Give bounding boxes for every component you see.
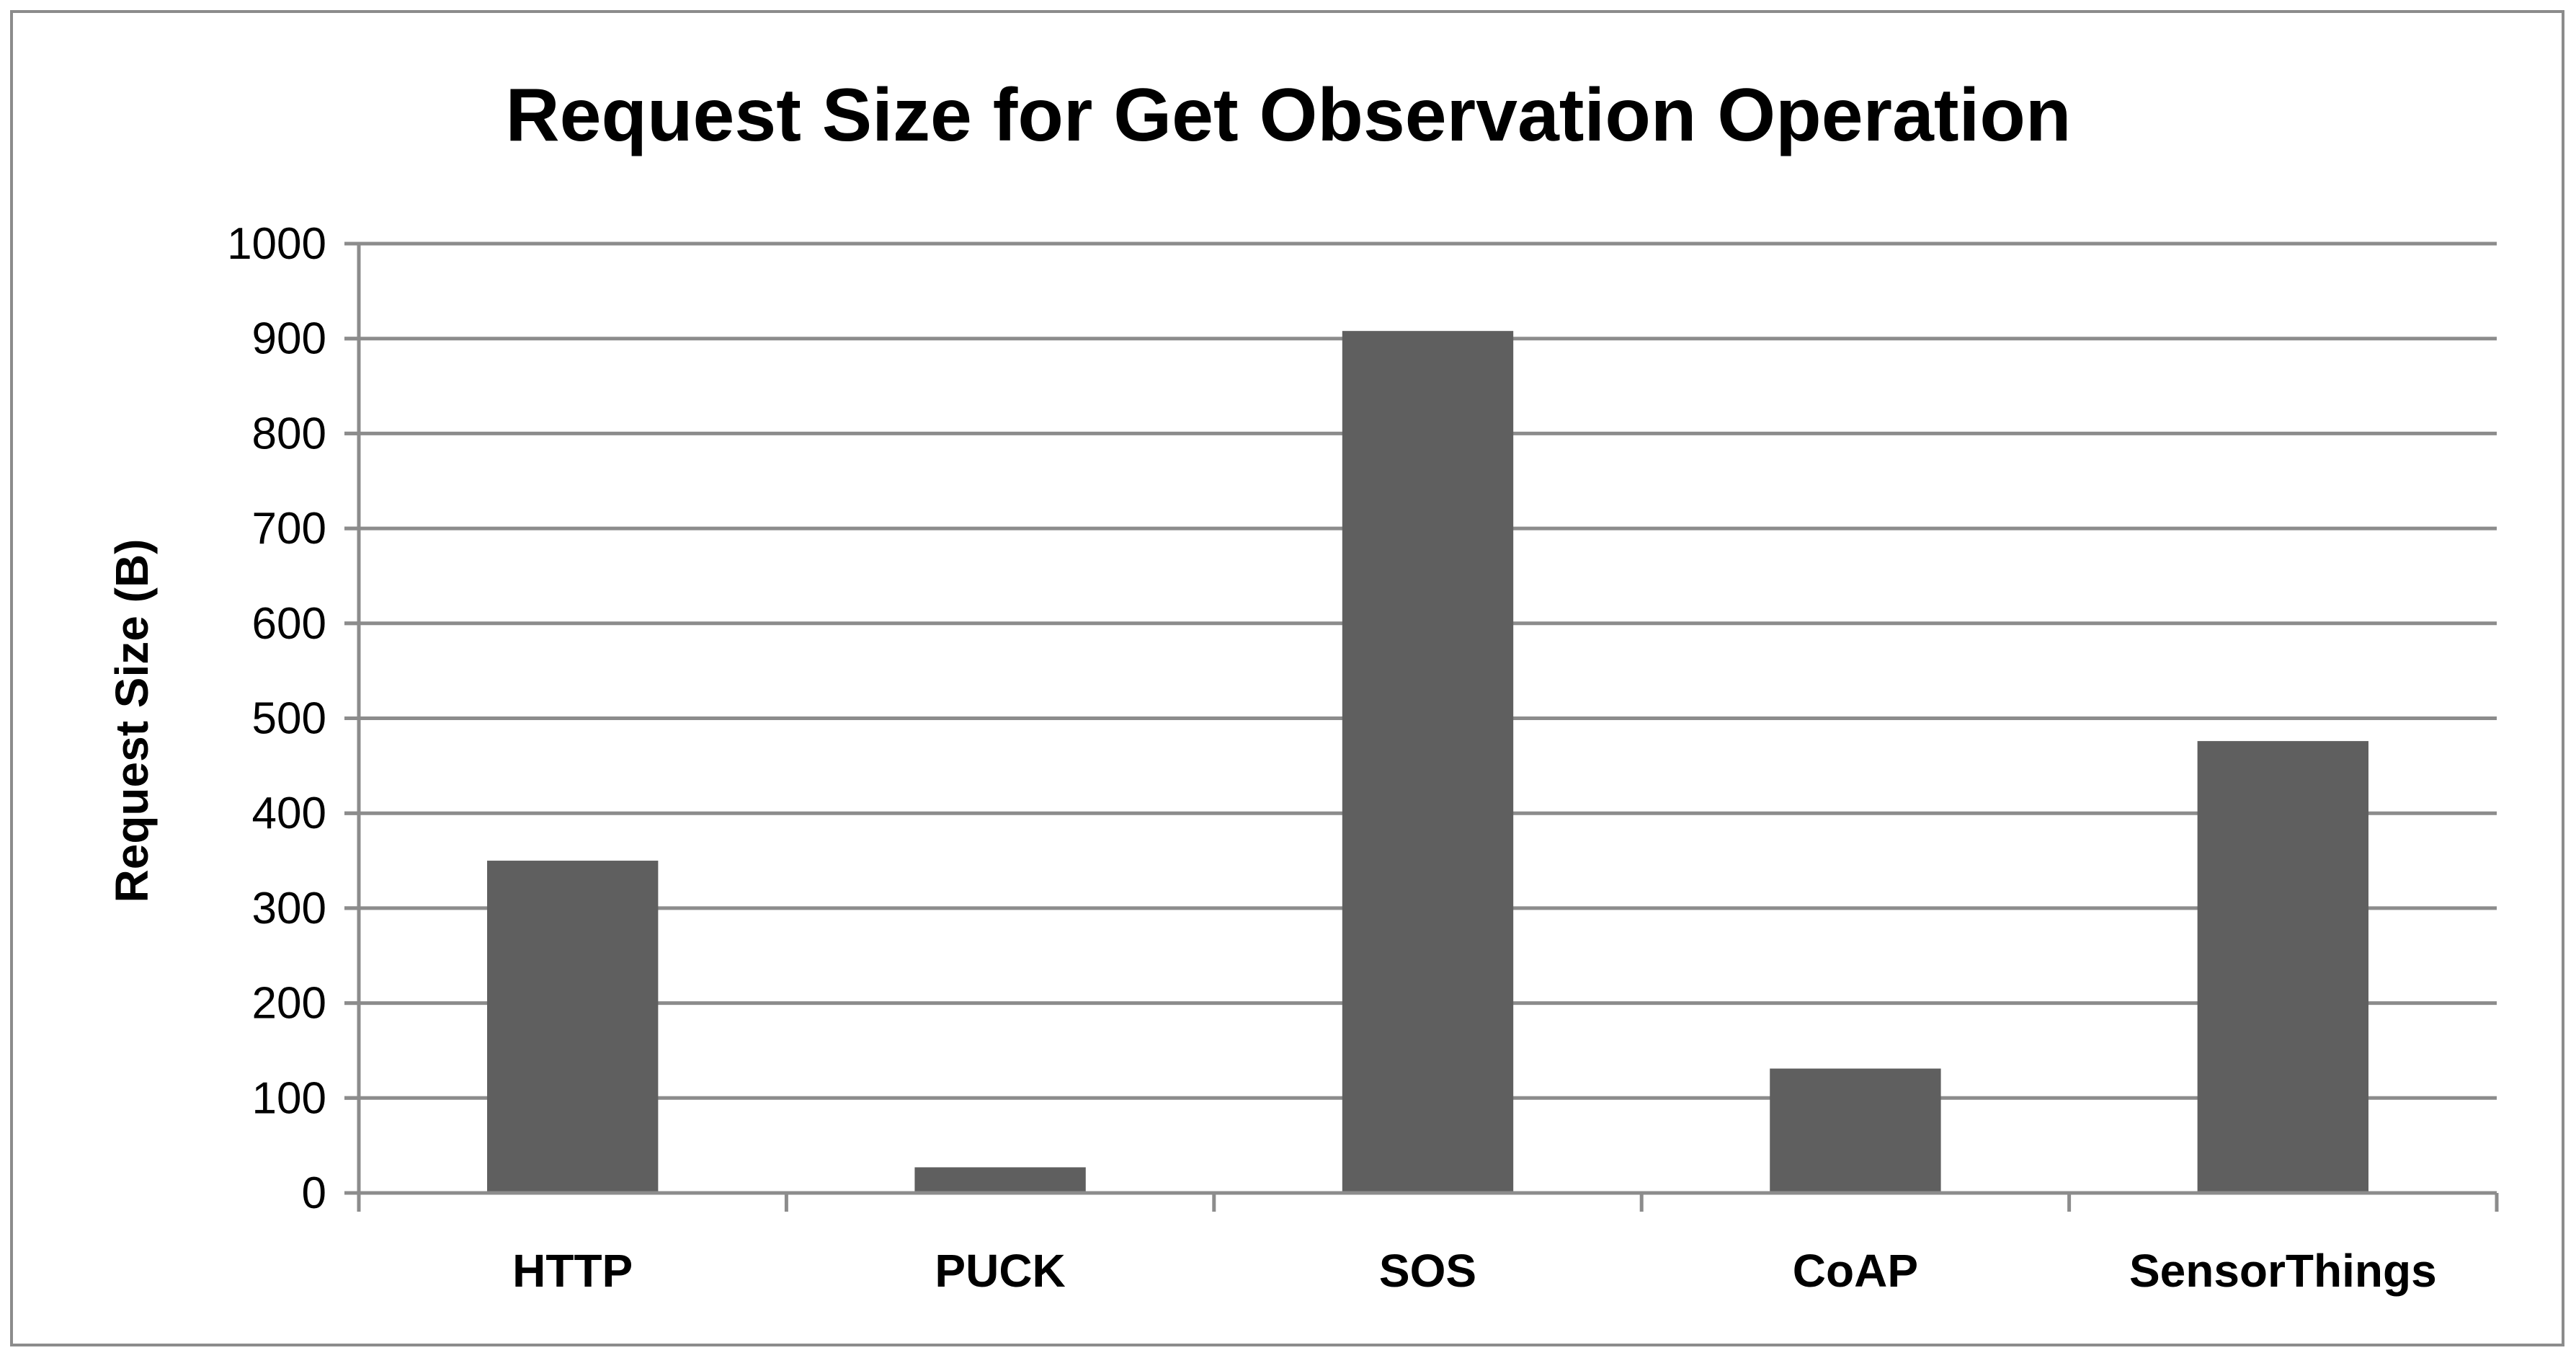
y-tick-label-700: 700 bbox=[252, 504, 326, 554]
bar-sos bbox=[1342, 331, 1514, 1193]
bar-http bbox=[487, 861, 659, 1193]
x-tick-label-sos: SOS bbox=[1379, 1245, 1476, 1297]
y-tick-labels: 0 100 200 300 400 500 600 700 800 900 1000 bbox=[227, 219, 326, 1218]
x-tick-labels: HTTP PUCK SOS CoAP SensorThings bbox=[512, 1245, 2437, 1297]
chart-frame bbox=[10, 10, 2564, 1346]
y-tick-label-600: 600 bbox=[252, 599, 326, 649]
y-axis-label: Request Size (B) bbox=[106, 539, 158, 903]
x-tick-label-sensorthings: SensorThings bbox=[2129, 1245, 2437, 1297]
x-tick-label-coap: CoAP bbox=[1793, 1245, 1918, 1297]
y-tick-label-900: 900 bbox=[252, 314, 326, 364]
bar-sensorthings bbox=[2197, 741, 2368, 1193]
bar-puck bbox=[914, 1167, 1086, 1193]
y-tick-label-300: 300 bbox=[252, 884, 326, 933]
y-tick-label-500: 500 bbox=[252, 694, 326, 744]
chart-title: Request Size for Get Observation Operati… bbox=[506, 74, 2072, 157]
bar-coap bbox=[1770, 1068, 1941, 1193]
y-tick-label-100: 100 bbox=[252, 1073, 326, 1123]
y-tick-label-400: 400 bbox=[252, 789, 326, 838]
y-tick-label-800: 800 bbox=[252, 409, 326, 458]
bars bbox=[487, 331, 2368, 1193]
x-tick-label-puck: PUCK bbox=[935, 1245, 1065, 1297]
y-tick-label-0: 0 bbox=[302, 1168, 326, 1218]
y-tick-label-1000: 1000 bbox=[227, 219, 326, 269]
x-tick-label-http: HTTP bbox=[512, 1245, 633, 1297]
axes bbox=[344, 241, 2499, 1212]
y-tick-label-200: 200 bbox=[252, 979, 326, 1029]
